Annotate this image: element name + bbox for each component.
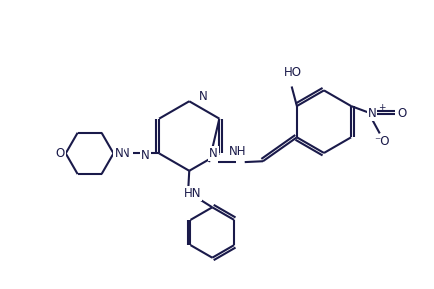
Text: N: N (236, 147, 244, 160)
Text: N: N (367, 107, 375, 120)
Text: O: O (396, 107, 406, 120)
Text: ⁻O: ⁻O (373, 135, 389, 148)
Text: HN: HN (184, 187, 201, 200)
Text: O: O (56, 147, 65, 160)
Text: HO: HO (283, 66, 301, 79)
Text: NH: NH (228, 145, 246, 158)
Text: N: N (121, 147, 129, 160)
Text: N: N (141, 149, 149, 162)
Text: N: N (209, 147, 217, 160)
Text: N: N (114, 147, 123, 160)
Text: N: N (198, 90, 207, 103)
Text: +: + (377, 103, 385, 112)
